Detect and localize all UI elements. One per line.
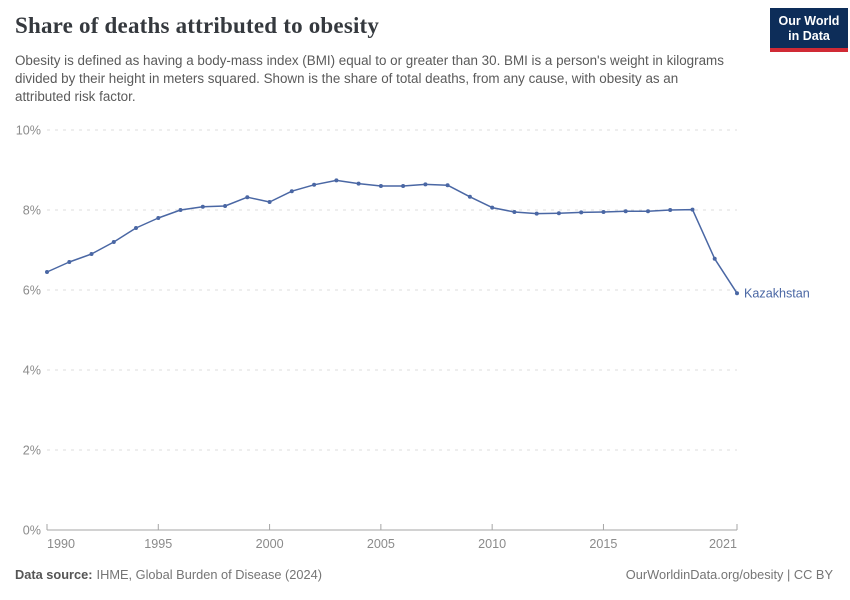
data-line-kazakhstan: [46, 179, 738, 294]
owid-logo-line1: Our World: [778, 14, 840, 28]
entity-label-kazakhstan: Kazakhstan: [744, 287, 810, 301]
data-point-2015: [601, 210, 606, 214]
data-point-2010: [490, 205, 495, 210]
data-point-1996: [178, 208, 183, 212]
y-tick-label-0pct: 0%: [23, 524, 41, 538]
chart-subtitle: Obesity is defined as having a body-mass…: [15, 53, 724, 104]
x-tick-label-2015: 2015: [589, 537, 617, 551]
data-point-1994: [134, 226, 138, 230]
data-source: Data source: IHME, Global Burden of Disea…: [15, 567, 322, 582]
x-tick-label-2000: 2000: [256, 537, 284, 551]
x-tick-label-2005: 2005: [367, 537, 395, 551]
data-point-2002: [312, 182, 317, 187]
data-point-2012: [534, 211, 539, 216]
data-point-1997: [200, 204, 205, 209]
y-tick-label-8pct: 8%: [23, 204, 41, 218]
data-point-1993: [111, 240, 116, 244]
data-point-2014: [579, 210, 584, 215]
page-title: Share of deaths attributed to obesity: [15, 13, 380, 38]
y-tick-label-2pct: 2%: [23, 444, 41, 458]
y-tick-label-6pct: 6%: [23, 284, 41, 298]
y-tick-label-4pct: 4%: [23, 364, 41, 378]
data-point-2009: [467, 194, 472, 199]
chart-footer: Data source: IHME, Global Burden of Disea…: [15, 567, 833, 582]
data-point-2005: [378, 184, 383, 188]
data-point-2008: [445, 183, 450, 188]
data-point-2018: [668, 208, 673, 212]
x-tick-label-2010: 2010: [478, 537, 506, 551]
data-point-2020: [712, 256, 717, 261]
x-tick-label-2021: 2021: [709, 537, 737, 551]
data-point-2003: [334, 178, 339, 183]
data-point-2016: [623, 209, 628, 214]
data-point-2019: [690, 207, 695, 212]
data-point-1991: [67, 260, 72, 264]
x-tick-label-1995: 1995: [144, 537, 172, 551]
data-point-1990: [45, 270, 49, 274]
data-point-2001: [289, 189, 294, 194]
data-source-label: Data source:: [15, 567, 93, 582]
data-point-2007: [423, 182, 428, 187]
data-point-2004: [356, 181, 361, 186]
data-point-1999: [245, 195, 250, 200]
data-point-2006: [401, 184, 406, 188]
data-point-1995: [156, 216, 161, 220]
data-source-value: IHME, Global Burden of Disease (2024): [96, 567, 323, 582]
license-link[interactable]: OurWorldinData.org/obesity | CC BY: [625, 567, 833, 582]
data-point-1998: [223, 204, 228, 208]
owid-logo-line2: in Data: [788, 29, 830, 43]
y-tick-label-10pct: 10%: [16, 124, 41, 138]
data-point-1992: [89, 252, 94, 256]
data-point-2017: [646, 209, 650, 214]
data-point-2000: [267, 200, 272, 204]
x-tick-label-1990: 1990: [47, 537, 75, 551]
line-chart: 0% 2% 4% 6% 8% 10% 1990 1995 2000 2005 2010 2015 202…: [16, 124, 810, 552]
data-point-2021: [735, 291, 739, 296]
owid-logo[interactable]: Our World in Data: [770, 8, 848, 52]
data-point-2011: [512, 210, 517, 214]
data-point-2013: [556, 211, 561, 216]
